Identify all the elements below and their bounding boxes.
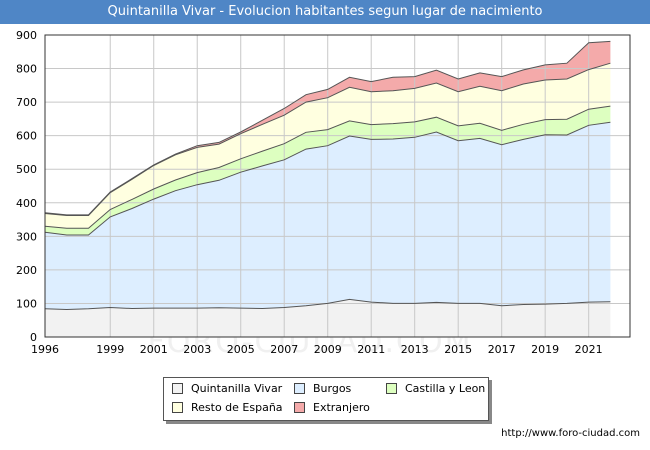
y-tick-label-300: 300 <box>16 230 37 243</box>
legend-item-extranjero: Extranjero <box>294 401 370 415</box>
source-link[interactable]: http://www.foro-ciudad.com <box>501 428 640 439</box>
area-extranjero <box>45 41 611 216</box>
legend-label-extranjero: Extranjero <box>313 401 370 414</box>
legend-swatch-burgos <box>294 382 305 394</box>
area-resto-de-espana <box>45 63 611 229</box>
legend-swatch-resto-de-espana <box>172 401 183 413</box>
plot-frame <box>44 34 631 338</box>
line-extranjero <box>44 40 611 216</box>
y-tick-label-400: 400 <box>16 197 37 210</box>
x-tick-label-2015: 2015 <box>444 343 472 356</box>
x-tick-label-2019: 2019 <box>531 343 559 356</box>
area-castilla-y-leon <box>45 106 611 235</box>
legend-item-resto-de-espana: Resto de España <box>172 401 283 415</box>
chart-title: Quintanilla Vivar - Evolucion habitantes… <box>107 4 543 19</box>
legend-swatch-extranjero <box>294 401 305 413</box>
x-tick-label-2013: 2013 <box>401 343 429 356</box>
x-tick-label-2001: 2001 <box>140 343 168 356</box>
legend-swatch-quintanilla-vivar <box>172 382 183 394</box>
legend-item-burgos: Burgos <box>294 382 351 396</box>
x-tick-label-2017: 2017 <box>488 343 516 356</box>
legend-swatch-castilla-y-leon <box>386 382 397 394</box>
x-tick-label-2003: 2003 <box>183 343 211 356</box>
chart-title-bar: Quintanilla Vivar - Evolucion habitantes… <box>0 0 650 24</box>
line-resto-de-espana <box>44 62 611 216</box>
y-tick-label-200: 200 <box>16 264 37 277</box>
stacked-area-chart: 0 100 200 300 400 500 600 700 800 900 1996 1999 2001… <box>16 29 631 356</box>
legend-label-burgos: Burgos <box>313 382 352 395</box>
y-tick-label-800: 800 <box>16 63 37 76</box>
legend: Quintanilla Vivar Burgos Castilla y Leon… <box>163 377 489 421</box>
line-burgos <box>44 121 611 236</box>
x-tick-label-2021: 2021 <box>575 343 603 356</box>
x-tick-label-2005: 2005 <box>227 343 255 356</box>
y-tick-label-100: 100 <box>16 297 37 310</box>
legend-label-quintanilla-vivar: Quintanilla Vivar <box>191 382 283 395</box>
legend-item-quintanilla-vivar: Quintanilla Vivar <box>172 382 282 396</box>
y-tick-label-500: 500 <box>16 163 37 176</box>
legend-label-castilla-y-leon: Castilla y Leon <box>405 382 486 395</box>
line-quintanilla-vivar <box>44 298 611 311</box>
x-tick-label-1999: 1999 <box>96 343 124 356</box>
x-tick-label-2007: 2007 <box>270 343 298 356</box>
x-tick-label-1996: 1996 <box>31 343 59 356</box>
x-tick-label-2011: 2011 <box>357 343 385 356</box>
x-tick-label-2009: 2009 <box>314 343 342 356</box>
line-castilla-y-leon <box>44 105 611 229</box>
y-tick-label-700: 700 <box>16 96 37 109</box>
legend-item-castilla-y-leon: Castilla y Leon <box>386 382 485 396</box>
y-tick-label-900: 900 <box>16 29 37 42</box>
y-tick-label-0: 0 <box>30 331 37 344</box>
y-tick-label-600: 600 <box>16 130 37 143</box>
legend-label-resto-de-espana: Resto de España <box>191 401 283 414</box>
